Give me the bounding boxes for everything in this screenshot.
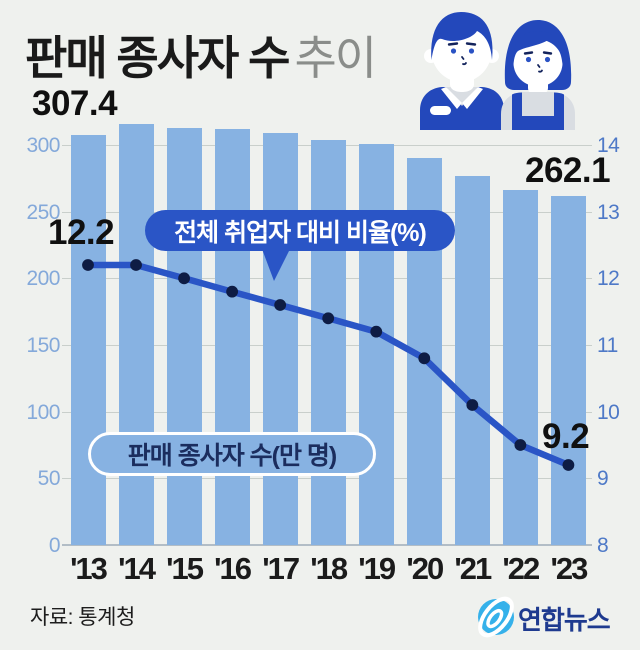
right-axis-tick-label: 8: [597, 534, 609, 557]
left-axis-tick-label: 300: [26, 133, 60, 157]
last-line-value-label: 9.2: [542, 417, 590, 456]
left-axis-tick-label: 0: [48, 534, 61, 557]
left-axis-tick-label: 250: [26, 200, 60, 224]
x-axis-label: '19: [358, 551, 396, 586]
left-axis-tick-label: 200: [26, 267, 60, 291]
x-axis-label: '14: [118, 551, 156, 586]
line-dot: [226, 285, 239, 298]
page-title: 판매 종사자 수 추이: [25, 22, 377, 88]
x-axis-label: '18: [310, 551, 348, 586]
x-axis-line: [62, 544, 592, 546]
title-sub: 추이: [294, 32, 377, 84]
first-bar-value-label: 307.4: [32, 84, 118, 123]
sales-workers-illustration: [420, 12, 575, 130]
yonhap-logo: 연합뉴스: [477, 594, 627, 642]
x-axis-label: '22: [502, 551, 540, 586]
line-dot: [274, 299, 287, 311]
right-axis-tick-label: 10: [597, 400, 620, 424]
right-axis-tick-label: 9: [597, 467, 609, 491]
x-axis-label: '16: [214, 551, 252, 586]
yonhap-logo-icon: [478, 596, 514, 638]
male-worker-icon: [420, 12, 504, 130]
first-line-value-label: 12.2: [48, 213, 115, 252]
source-label: 자료: 통계청: [30, 606, 135, 629]
right-axis-tick-label: 13: [597, 200, 620, 224]
x-axis-label: '15: [166, 551, 204, 586]
last-bar-value-label: 262.1: [525, 151, 611, 190]
line-dot: [178, 272, 190, 285]
logo-text: 연합뉴스: [518, 605, 611, 635]
x-axis-label: '20: [406, 551, 444, 586]
line-dot: [562, 459, 575, 471]
x-axis-label: '17: [262, 551, 300, 586]
left-axis-tick-label: 150: [26, 333, 60, 357]
title-main: 판매 종사자 수: [25, 32, 290, 84]
bar-22: [502, 189, 538, 545]
x-axis-label: '23: [550, 551, 588, 586]
callout-tail: [262, 249, 290, 281]
right-axis-tick-label: 14: [597, 133, 620, 157]
line-dot: [418, 352, 431, 365]
line-dot: [370, 325, 383, 338]
line-dot: [322, 312, 335, 325]
bar-23: [550, 195, 586, 545]
line-dot: [82, 259, 94, 271]
line-dot: [514, 439, 527, 451]
bar-18: [310, 139, 346, 545]
bar-series-label: 판매 종사자 수(만 명): [88, 432, 376, 476]
right-axis-tick-label: 11: [597, 333, 618, 357]
line-dot: [130, 259, 142, 271]
right-axis-tick-label: 12: [597, 267, 620, 291]
bar-21: [454, 176, 490, 545]
bar-13: [70, 135, 106, 545]
female-worker-icon: [501, 20, 575, 130]
left-axis-tick-label: 50: [37, 467, 61, 491]
line-dot: [466, 399, 479, 411]
line-series-callout: 전체 취업자 대비 비율(%): [145, 210, 455, 251]
left-axis-tick-label: 100: [26, 400, 60, 424]
x-axis-label: '13: [70, 551, 108, 586]
bar-17: [262, 132, 298, 545]
x-axis-label: '21: [454, 551, 492, 586]
